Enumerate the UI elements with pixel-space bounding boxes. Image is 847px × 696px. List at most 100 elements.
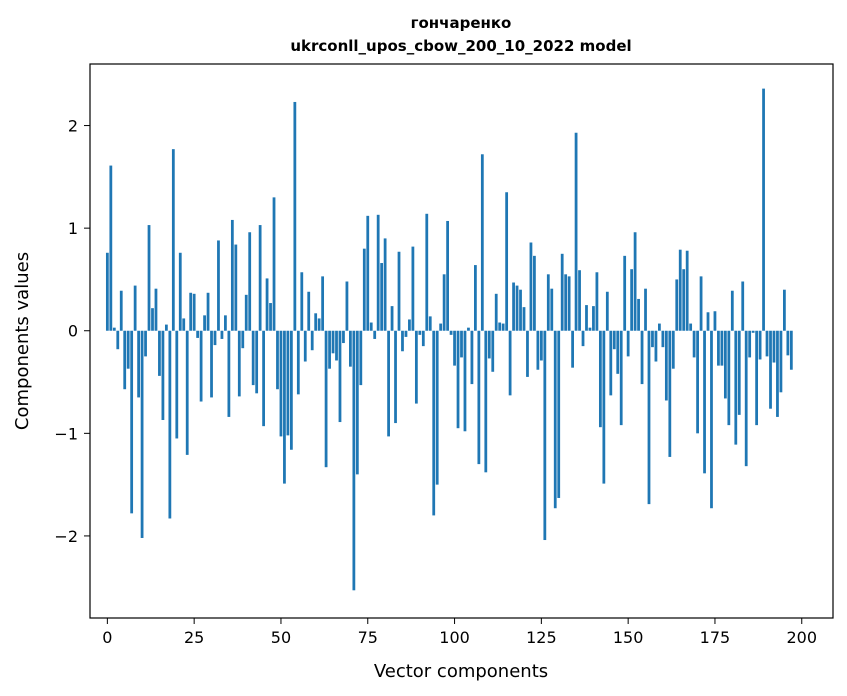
bar-46 bbox=[265, 278, 269, 331]
y-tick-label: 2 bbox=[68, 117, 78, 136]
bar-148 bbox=[619, 330, 623, 426]
bar-130 bbox=[557, 330, 561, 498]
bar-128 bbox=[550, 288, 554, 331]
bar-139 bbox=[588, 327, 592, 331]
bar-102 bbox=[460, 330, 463, 358]
bar-62 bbox=[321, 276, 325, 331]
bar-8 bbox=[133, 285, 137, 331]
bar-146 bbox=[612, 330, 616, 350]
bar-179 bbox=[727, 330, 731, 426]
bar-164 bbox=[675, 279, 679, 331]
bar-112 bbox=[494, 293, 498, 331]
bar-159 bbox=[658, 323, 661, 331]
y-axis-label: Components values bbox=[12, 252, 33, 430]
y-tick-label: 1 bbox=[68, 219, 78, 238]
bar-110 bbox=[487, 330, 491, 359]
bar-22 bbox=[182, 318, 186, 331]
bar-123 bbox=[533, 255, 536, 331]
y-tick-label: 0 bbox=[68, 322, 78, 341]
bar-190 bbox=[765, 330, 769, 357]
bar-29 bbox=[206, 292, 210, 331]
bar-103 bbox=[463, 330, 467, 432]
bar-176 bbox=[717, 330, 720, 366]
bar-25 bbox=[192, 293, 196, 331]
bar-61 bbox=[317, 318, 321, 331]
bar-184 bbox=[744, 330, 748, 467]
bar-93 bbox=[428, 316, 432, 331]
bar-165 bbox=[678, 249, 682, 331]
x-tick-label: 100 bbox=[439, 628, 470, 647]
bar-28 bbox=[203, 315, 206, 331]
bar-186 bbox=[751, 330, 755, 333]
bar-131 bbox=[560, 253, 564, 331]
bar-76 bbox=[369, 322, 373, 331]
bar-101 bbox=[456, 330, 460, 429]
x-tick-label: 150 bbox=[613, 628, 644, 647]
bar-153 bbox=[637, 298, 640, 331]
bar-116 bbox=[508, 330, 512, 396]
bar-45 bbox=[262, 330, 265, 427]
bar-26 bbox=[196, 330, 200, 338]
bar-177 bbox=[720, 330, 724, 366]
bar-65 bbox=[331, 330, 335, 354]
bar-10 bbox=[140, 330, 144, 538]
y-axis-ticks: −2 −1 0 1 2 bbox=[54, 117, 90, 546]
bar-137 bbox=[581, 330, 585, 347]
bar-104 bbox=[467, 327, 470, 331]
bar-126 bbox=[543, 330, 547, 541]
bar-56 bbox=[300, 272, 304, 331]
bar-118 bbox=[515, 285, 519, 331]
bar-42 bbox=[251, 330, 255, 386]
bar-71 bbox=[352, 330, 356, 591]
bar-136 bbox=[578, 270, 581, 331]
bar-166 bbox=[682, 269, 686, 331]
bar-172 bbox=[703, 330, 706, 474]
plot-frame bbox=[89, 63, 834, 619]
bar-173 bbox=[706, 312, 710, 331]
bar-24 bbox=[189, 292, 193, 331]
bar-154 bbox=[640, 330, 644, 385]
bar-140 bbox=[592, 306, 595, 331]
bar-170 bbox=[696, 330, 699, 434]
bar-40 bbox=[244, 294, 248, 331]
bar-133 bbox=[567, 276, 571, 331]
bar-127 bbox=[546, 274, 550, 331]
bar-88 bbox=[411, 246, 415, 331]
bar-18 bbox=[168, 330, 172, 519]
bar-142 bbox=[598, 330, 602, 428]
bar-69 bbox=[345, 281, 349, 331]
bar-167 bbox=[685, 250, 689, 331]
bar-114 bbox=[501, 323, 505, 331]
x-tick-label: 0 bbox=[102, 628, 112, 647]
bar-195 bbox=[783, 289, 786, 331]
bar-192 bbox=[772, 330, 776, 363]
bar-60 bbox=[314, 313, 318, 331]
chart-title: гончаренко bbox=[411, 14, 512, 32]
bar-32 bbox=[217, 240, 220, 331]
bar-13 bbox=[151, 308, 154, 331]
bar-82 bbox=[390, 306, 394, 331]
bar-171 bbox=[699, 276, 703, 331]
bar-120 bbox=[522, 307, 526, 331]
bar-31 bbox=[213, 330, 217, 346]
bar-59 bbox=[310, 330, 314, 351]
bar-52 bbox=[286, 330, 290, 436]
bar-23 bbox=[185, 330, 189, 455]
bar-169 bbox=[692, 330, 696, 358]
bar-15 bbox=[158, 330, 161, 376]
bar-125 bbox=[539, 330, 543, 361]
bar-67 bbox=[338, 330, 342, 423]
bar-14 bbox=[154, 288, 158, 331]
bar-19 bbox=[171, 149, 175, 331]
bar-75 bbox=[366, 215, 370, 331]
bar-141 bbox=[595, 272, 599, 331]
bar-121 bbox=[526, 330, 529, 377]
bar-107 bbox=[477, 330, 481, 465]
bar-168 bbox=[689, 323, 693, 331]
bars-group bbox=[105, 88, 793, 591]
bar-12 bbox=[147, 225, 151, 331]
bar-38 bbox=[237, 330, 241, 397]
bar-138 bbox=[585, 305, 588, 331]
x-tick-label: 125 bbox=[526, 628, 557, 647]
bar-92 bbox=[425, 213, 429, 331]
